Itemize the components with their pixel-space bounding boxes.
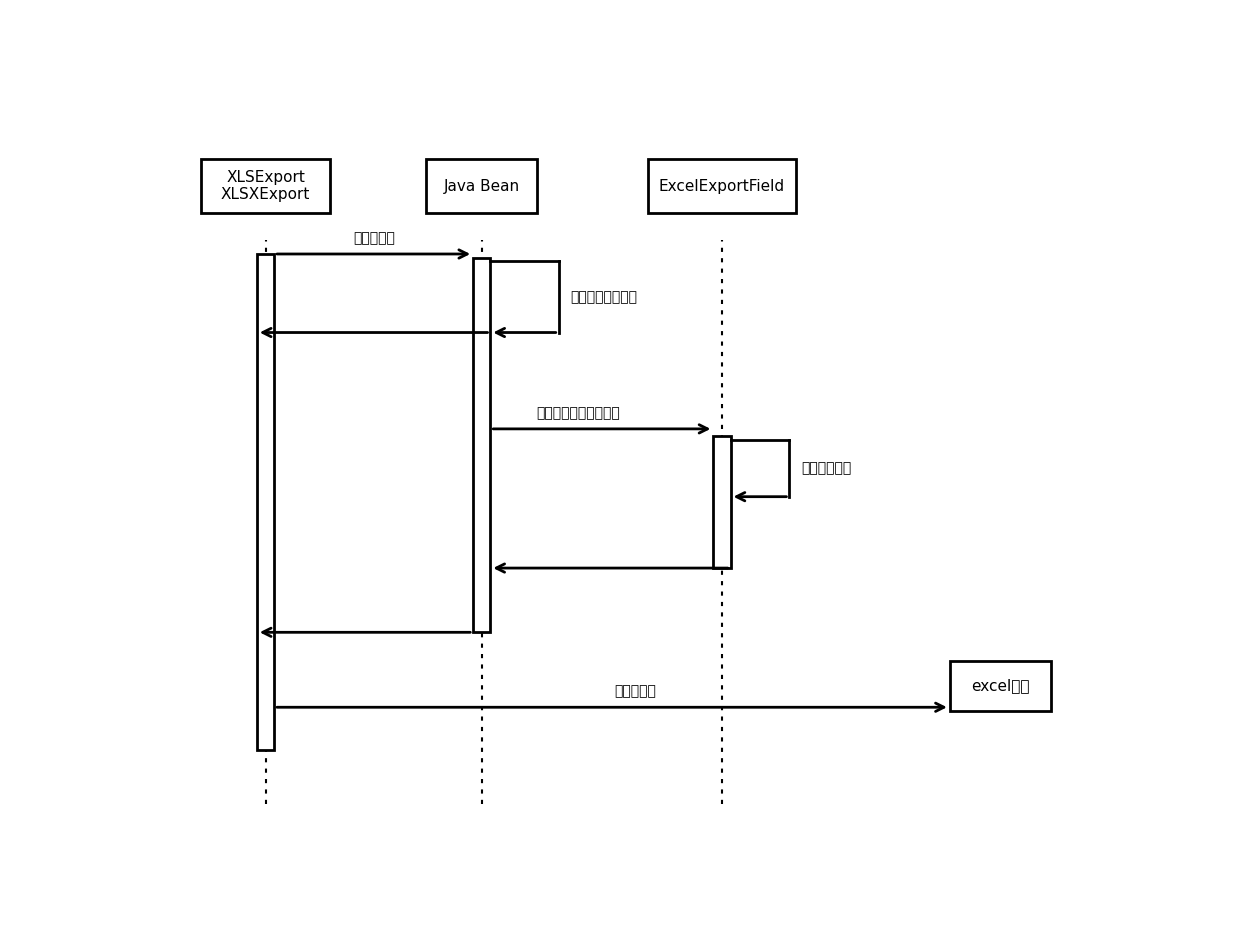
Bar	[257, 254, 274, 750]
Bar	[950, 661, 1052, 711]
Text: Java Bean: Java Bean	[444, 179, 520, 194]
Text: 完成数据转换: 完成数据转换	[801, 461, 851, 476]
Text: 获取导出数据变换规则: 获取导出数据变换规则	[536, 406, 620, 420]
Text: 初始化数据: 初始化数据	[353, 232, 396, 246]
Bar	[201, 159, 330, 213]
Bar	[427, 159, 537, 213]
Text: XLSExport
XLSXExport: XLSExport XLSXExport	[221, 170, 310, 202]
Text: excel文档: excel文档	[971, 679, 1030, 693]
Bar	[713, 436, 730, 568]
Bar	[647, 159, 796, 213]
Text: 导出文档流: 导出文档流	[615, 685, 656, 699]
Text: 业务逻辑获取数据: 业务逻辑获取数据	[570, 290, 637, 304]
Text: ExcelExportField: ExcelExportField	[658, 179, 785, 194]
Bar	[474, 258, 490, 632]
